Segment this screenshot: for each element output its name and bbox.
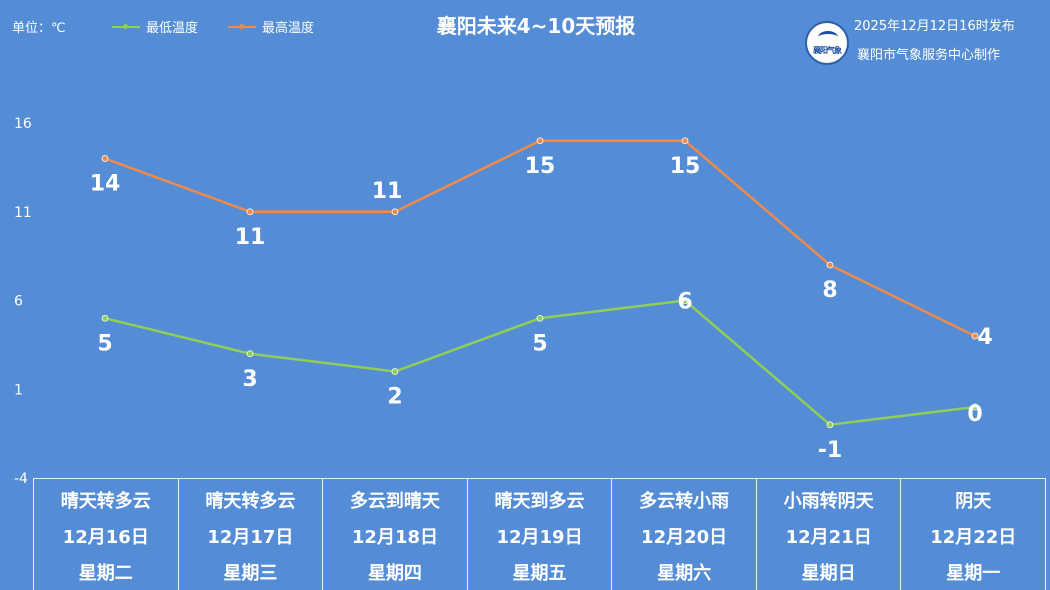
date-text: 12月22日 xyxy=(930,527,1017,548)
chart-title: 襄阳未来4~10天预报 xyxy=(436,14,636,38)
forecast-day: 晴天转多云 12月17日 星期三 xyxy=(177,478,323,590)
weather-service-logo: 襄阳气象 xyxy=(805,21,849,65)
unit-label: 单位：℃ xyxy=(12,21,66,36)
data-point[interactable] xyxy=(826,261,834,269)
y-tick-label: 1 xyxy=(14,382,23,398)
weekday-text: 星期六 xyxy=(657,563,712,584)
date-text: 12月17日 xyxy=(207,527,294,548)
date-text: 12月16日 xyxy=(62,527,149,548)
data-point[interactable] xyxy=(101,314,109,322)
data-point[interactable] xyxy=(971,403,979,411)
weather-text: 多云到晴天 xyxy=(349,491,440,512)
legend-swatch-high xyxy=(228,23,256,29)
weekday-text: 星期四 xyxy=(367,563,422,584)
forecast-day: 多云转小雨 12月20日 星期六 xyxy=(611,478,756,590)
weekday-text: 星期三 xyxy=(223,563,278,584)
data-point[interactable] xyxy=(246,350,254,358)
y-tick-label: 11 xyxy=(14,205,32,221)
weekday-text: 星期一 xyxy=(946,563,1001,584)
data-label: 0 xyxy=(967,402,982,427)
data-point[interactable] xyxy=(536,314,544,322)
data-marks: 5 3 2 5 6 -1 0 14 11 11 15 15 8 4 xyxy=(90,137,993,463)
data-label: 5 xyxy=(97,331,112,356)
data-point[interactable] xyxy=(391,208,399,216)
producer-label: 襄阳市气象服务中心制作 xyxy=(857,48,1001,63)
data-label: 14 xyxy=(90,172,121,197)
y-tick-label: 6 xyxy=(14,294,23,310)
legend-label-high: 最高温度 xyxy=(262,21,315,36)
forecast-day: 阴天 12月22日 星期一 xyxy=(900,478,1047,590)
data-point[interactable] xyxy=(246,208,254,216)
data-point[interactable] xyxy=(391,368,399,375)
y-tick-label: -4 xyxy=(14,471,28,487)
publish-time: 2025年12月12日16时发布 xyxy=(854,19,1015,34)
logo-text: 襄阳气象 xyxy=(813,45,842,55)
weather-text: 小雨转阴天 xyxy=(783,491,874,512)
data-point[interactable] xyxy=(971,332,979,340)
forecast-day: 小雨转阴天 12月21日 星期日 xyxy=(755,478,901,590)
data-label: 15 xyxy=(525,154,556,179)
data-point[interactable] xyxy=(681,137,689,145)
date-text: 12月21日 xyxy=(785,527,872,548)
series-lines xyxy=(104,139,976,427)
y-tick-label: 16 xyxy=(14,116,32,132)
weather-text: 晴天到多云 xyxy=(494,491,585,512)
date-text: 12月18日 xyxy=(351,527,438,548)
data-point[interactable] xyxy=(536,137,544,145)
legend-label-low: 最低温度 xyxy=(146,21,199,36)
data-label: 8 xyxy=(822,278,837,303)
forecast-day: 晴天到多云 12月19日 星期五 xyxy=(466,478,612,590)
data-label: 3 xyxy=(242,367,257,392)
legend-item-low[interactable]: 最低温度 xyxy=(112,17,198,36)
weather-text: 多云转小雨 xyxy=(639,491,730,512)
legend-swatch-low xyxy=(112,23,140,29)
data-label: 5 xyxy=(532,331,547,356)
data-point[interactable] xyxy=(101,155,109,162)
data-point[interactable] xyxy=(826,421,834,429)
forecast-day: 多云到晴天 12月18日 星期四 xyxy=(322,478,467,590)
weekday-text: 星期二 xyxy=(78,563,133,584)
weekday-text: 星期五 xyxy=(512,563,567,584)
date-text: 12月20日 xyxy=(641,527,728,548)
data-label: 11 xyxy=(235,225,266,250)
data-label: 4 xyxy=(977,325,992,350)
data-label: 15 xyxy=(670,154,701,179)
forecast-day: 晴天转多云 12月16日 星期二 xyxy=(33,478,178,590)
data-label: 11 xyxy=(372,179,403,204)
weather-text: 晴天转多云 xyxy=(60,491,151,512)
data-label: 2 xyxy=(387,385,402,410)
weather-text: 阴天 xyxy=(955,491,992,512)
forecast-table: 晴天转多云 12月16日 星期二 晴天转多云 12月17日 星期三 多云到晴天 … xyxy=(33,478,1047,590)
date-text: 12月19日 xyxy=(496,527,583,548)
data-label: 6 xyxy=(677,290,692,315)
legend-item-high[interactable]: 最高温度 xyxy=(228,17,314,36)
weekday-text: 星期日 xyxy=(801,563,856,584)
data-label: -1 xyxy=(818,438,842,463)
data-point[interactable] xyxy=(681,297,689,304)
weather-text: 晴天转多云 xyxy=(205,491,296,512)
